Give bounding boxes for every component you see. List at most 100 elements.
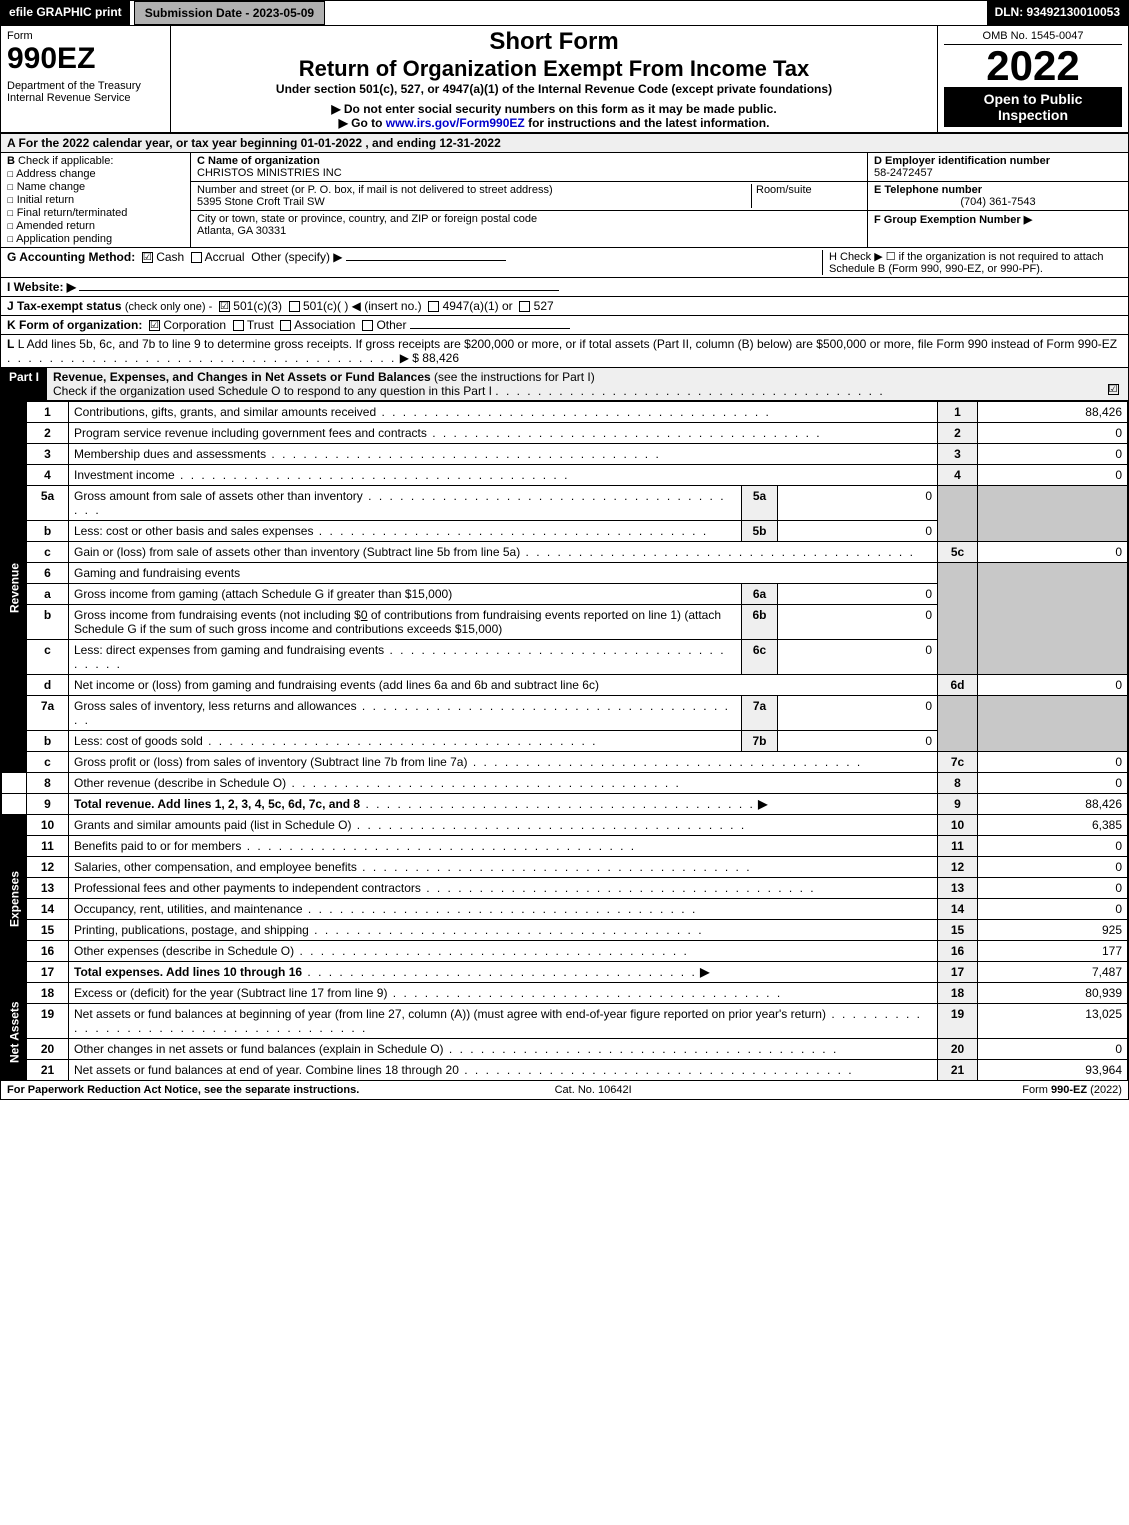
line-15-val: 925 <box>978 920 1128 941</box>
line-7b-desc: Less: cost of goods sold <box>74 734 203 748</box>
line-19-val: 13,025 <box>978 1004 1128 1039</box>
line-1-desc: Contributions, gifts, grants, and simila… <box>74 405 376 419</box>
k-label: K Form of organization: <box>7 318 142 332</box>
line-6c-desc: Less: direct expenses from gaming and fu… <box>74 643 384 657</box>
header-left: Form 990EZ Department of the Treasury In… <box>1 26 171 132</box>
line-6b-desc-pre: Gross income from fundraising events (no… <box>74 608 361 622</box>
footer-right-post: (2022) <box>1087 1084 1122 1096</box>
line-2-num: 2 <box>938 423 978 444</box>
form-990ez-page: efile GRAPHIC print Submission Date - 20… <box>0 0 1129 1100</box>
line-1-no: 1 <box>27 402 69 423</box>
line-12-desc: Salaries, other compensation, and employ… <box>74 860 357 874</box>
line-21-num: 21 <box>938 1060 978 1081</box>
form-header: Form 990EZ Department of the Treasury In… <box>1 26 1128 134</box>
footer-left: For Paperwork Reduction Act Notice, see … <box>7 1084 359 1096</box>
b-check-label: Check if applicable: <box>18 155 113 167</box>
b-opt-3: Final return/terminated <box>17 207 128 219</box>
j-4947-check <box>428 301 439 312</box>
col-c: C Name of organization CHRISTOS MINISTRI… <box>191 153 868 247</box>
c-street: 5395 Stone Croft Trail SW <box>197 196 325 208</box>
footer-right-pre: Form <box>1022 1084 1051 1096</box>
line-5c-num: 5c <box>938 542 978 563</box>
k-assoc-check <box>280 320 291 331</box>
b-opt-4: Amended return <box>16 220 95 232</box>
g-accrual: Accrual <box>205 250 245 264</box>
line-16-val: 177 <box>978 941 1128 962</box>
line-5c-val: 0 <box>978 542 1128 563</box>
line-10-val: 6,385 <box>978 815 1128 836</box>
k-corp: Corporation <box>163 318 226 332</box>
footer-cat-no: Cat. No. 10642I <box>555 1084 632 1096</box>
row-l-gross-receipts: L L Add lines 5b, 6c, and 7b to line 9 t… <box>1 335 1128 368</box>
line-7c-val: 0 <box>978 752 1128 773</box>
i-label: I Website: ▶ <box>7 280 76 294</box>
line-18-val: 80,939 <box>978 983 1128 1004</box>
line-4-val: 0 <box>978 465 1128 486</box>
b-opt-0: Address change <box>16 168 96 180</box>
j-501c-check <box>289 301 300 312</box>
line-14-desc: Occupancy, rent, utilities, and maintena… <box>74 902 303 916</box>
g-other: Other (specify) ▶ <box>251 250 342 264</box>
j-501c3: 501(c)(3) <box>233 299 282 313</box>
line-6d-num: 6d <box>938 675 978 696</box>
c-org-name: CHRISTOS MINISTRIES INC <box>197 167 342 179</box>
line-5a-subval: 0 <box>778 486 938 521</box>
c-street-label: Number and street (or P. O. box, if mail… <box>197 184 553 196</box>
line-6b-subval: 0 <box>778 605 938 640</box>
g-accrual-check <box>191 252 202 263</box>
k-other: Other <box>376 318 406 332</box>
dln-label: DLN: 93492130010053 <box>987 1 1128 25</box>
l-text: L Add lines 5b, 6c, and 7b to line 9 to … <box>18 337 1117 351</box>
line-2-desc: Program service revenue including govern… <box>74 426 427 440</box>
line-15-num: 15 <box>938 920 978 941</box>
j-527: 527 <box>534 299 554 313</box>
form-number: 990EZ <box>7 42 164 76</box>
title-return: Return of Organization Exempt From Incom… <box>177 56 931 82</box>
line-16-desc: Other expenses (describe in Schedule O) <box>74 944 294 958</box>
line-9-num: 9 <box>938 794 978 815</box>
line-2-val: 0 <box>978 423 1128 444</box>
line-5b-desc: Less: cost or other basis and sales expe… <box>74 524 313 538</box>
part-i-title: Revenue, Expenses, and Changes in Net As… <box>53 370 431 384</box>
part-i-table: Revenue 1 Contributions, gifts, grants, … <box>1 401 1128 1081</box>
line-20-num: 20 <box>938 1039 978 1060</box>
line-5c-desc: Gain or (loss) from sale of assets other… <box>74 545 520 559</box>
col-def: D Employer identification number 58-2472… <box>868 153 1128 247</box>
line-4-num: 4 <box>938 465 978 486</box>
f-group-label: F Group Exemption Number ▶ <box>874 214 1032 226</box>
note-goto-pre: ▶ Go to <box>339 116 386 130</box>
revenue-side-label: Revenue <box>2 402 27 773</box>
j-527-check <box>519 301 530 312</box>
dept-label: Department of the Treasury Internal Reve… <box>7 80 164 104</box>
e-phone-label: E Telephone number <box>874 184 982 196</box>
part-i-sub: (see the instructions for Part I) <box>434 370 595 384</box>
expenses-side-label: Expenses <box>2 815 27 983</box>
k-assoc: Association <box>294 318 355 332</box>
header-center: Short Form Return of Organization Exempt… <box>171 26 938 132</box>
g-label: G Accounting Method: <box>7 250 135 264</box>
note-goto-post: for instructions and the latest informat… <box>525 116 770 130</box>
tax-year: 2022 <box>944 45 1122 87</box>
b-opt-2: Initial return <box>17 194 74 206</box>
g-accounting: G Accounting Method: ☑ Cash Accrual Othe… <box>7 250 822 275</box>
line-17-num: 17 <box>938 962 978 983</box>
line-21-desc: Net assets or fund balances at end of ye… <box>74 1063 459 1077</box>
line-11-desc: Benefits paid to or for members <box>74 839 241 853</box>
line-6d-val: 0 <box>978 675 1128 696</box>
line-10-desc: Grants and similar amounts paid (list in… <box>74 818 351 832</box>
line-3-val: 0 <box>978 444 1128 465</box>
line-16-num: 16 <box>938 941 978 962</box>
header-right: OMB No. 1545-0047 2022 Open to Public In… <box>938 26 1128 132</box>
line-8-val: 0 <box>978 773 1128 794</box>
irs-link[interactable]: www.irs.gov/Form990EZ <box>386 116 525 130</box>
line-18-desc: Excess or (deficit) for the year (Subtra… <box>74 986 387 1000</box>
line-20-val: 0 <box>978 1039 1128 1060</box>
line-11-val: 0 <box>978 836 1128 857</box>
line-6a-subval: 0 <box>778 584 938 605</box>
row-g-h: G Accounting Method: ☑ Cash Accrual Othe… <box>1 248 1128 278</box>
part-i-bar: Part I <box>1 368 47 400</box>
line-6a-sub: 6a <box>742 584 778 605</box>
line-4-desc: Investment income <box>74 468 175 482</box>
line-6b-sub: 6b <box>742 605 778 640</box>
row-j-tax-exempt: J Tax-exempt status (check only one) - ☑… <box>1 297 1128 316</box>
